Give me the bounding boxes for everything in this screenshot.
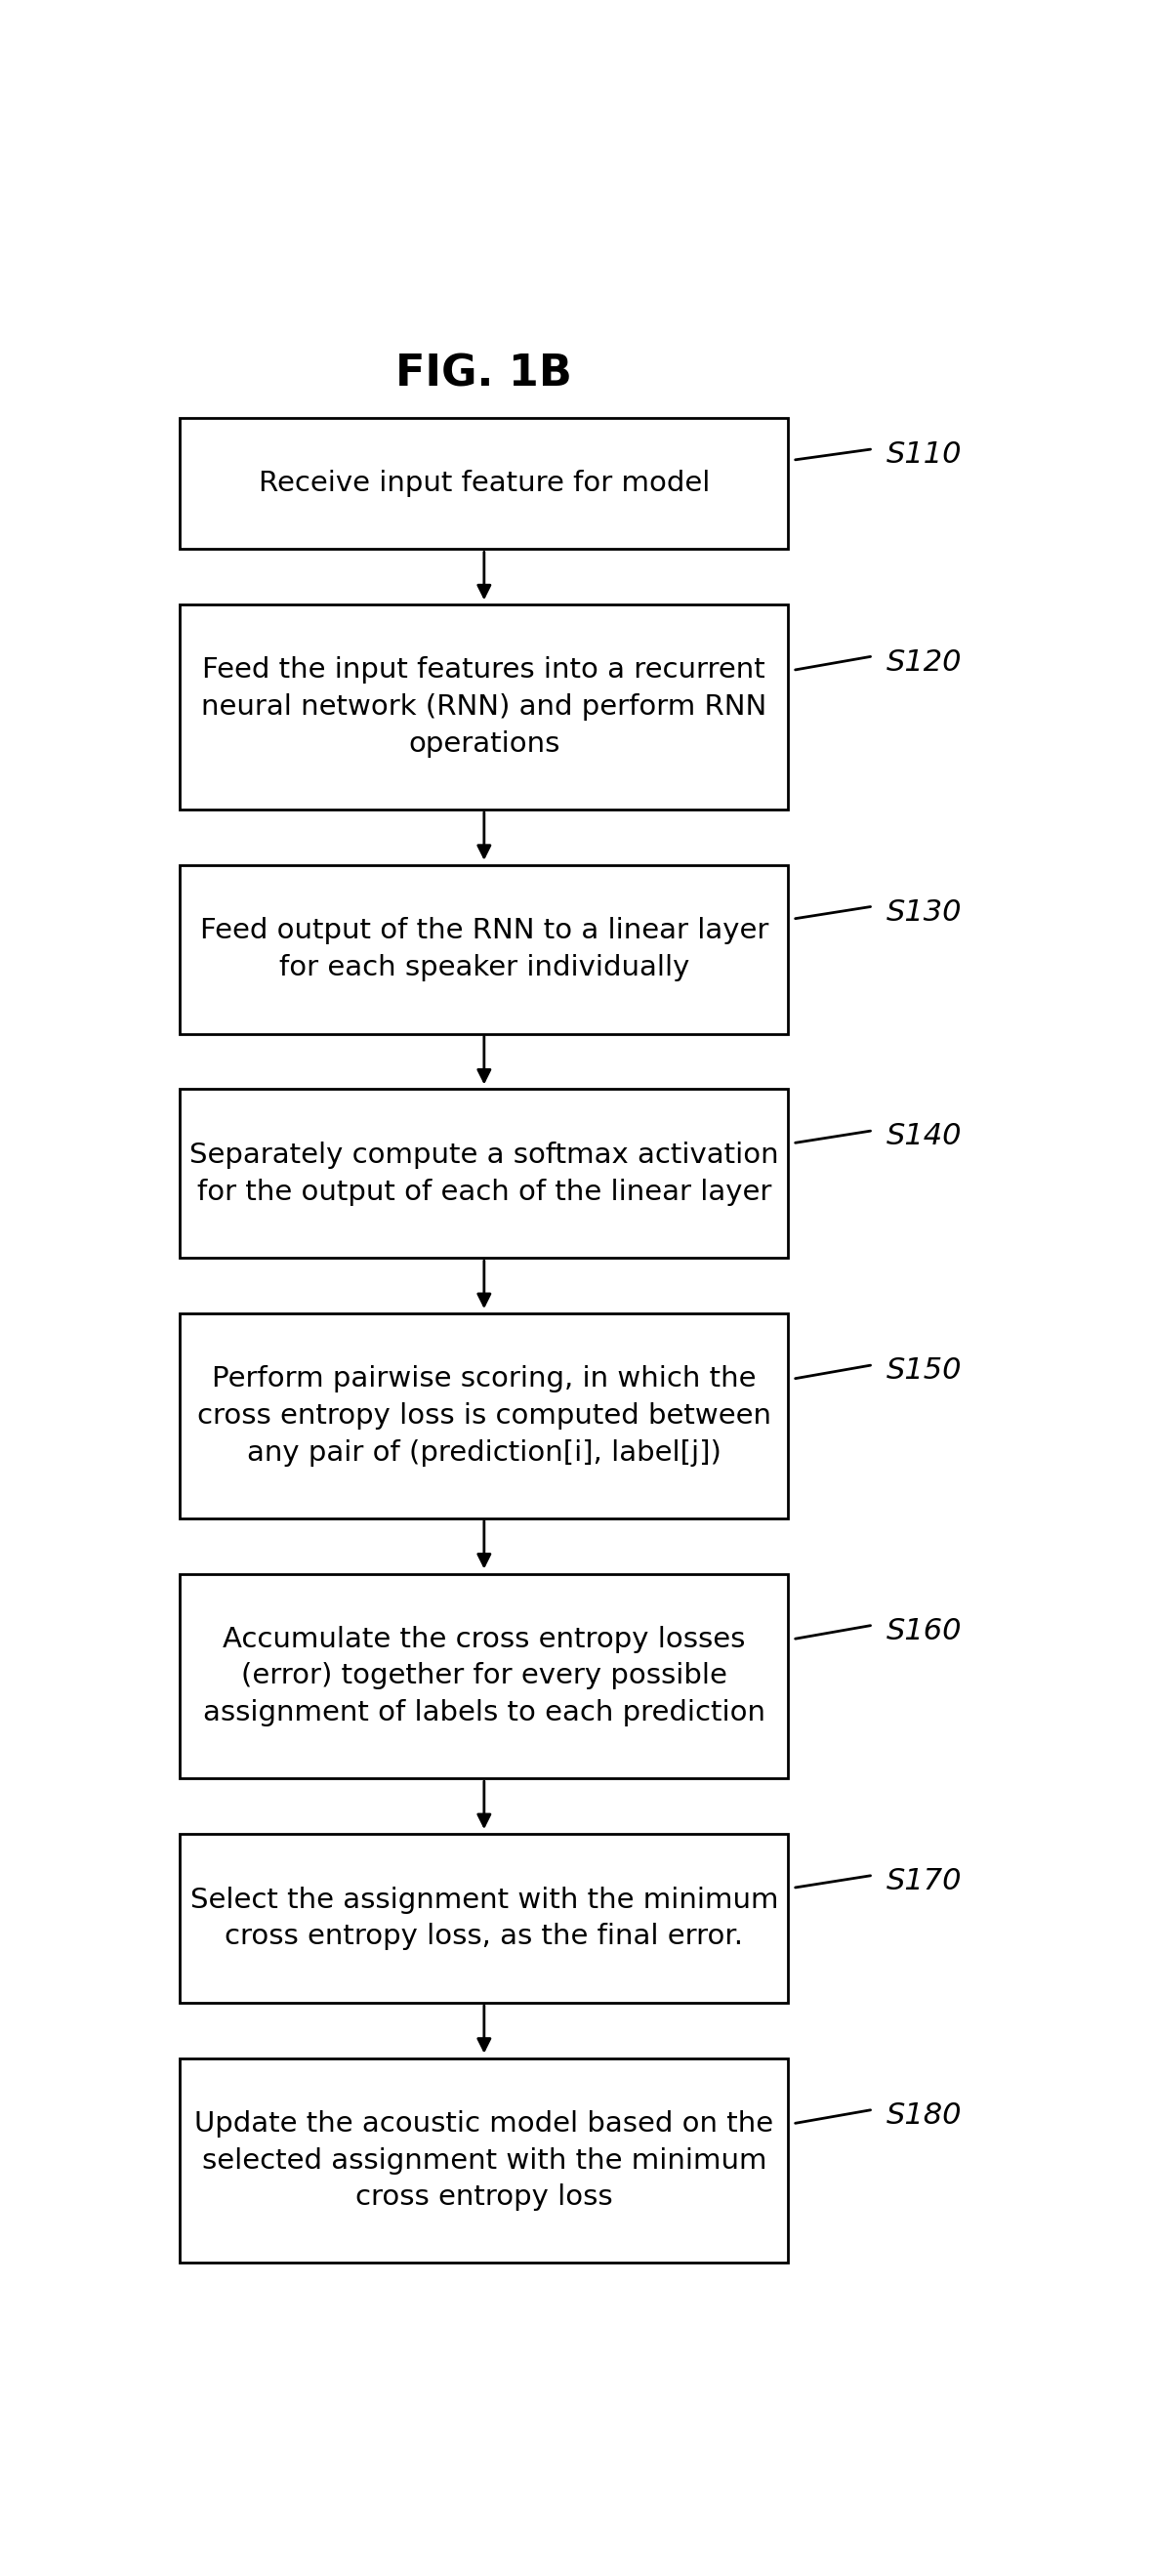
Text: Perform pairwise scoring, in which the
cross entropy loss is computed between
an: Perform pairwise scoring, in which the c… xyxy=(197,1365,771,1466)
FancyBboxPatch shape xyxy=(180,417,788,549)
FancyBboxPatch shape xyxy=(180,866,788,1033)
Text: S180: S180 xyxy=(886,2102,962,2130)
Text: S110: S110 xyxy=(886,440,962,469)
Text: S140: S140 xyxy=(886,1123,962,1151)
Text: Accumulate the cross entropy losses
(error) together for every possible
assignme: Accumulate the cross entropy losses (err… xyxy=(203,1625,765,1726)
Text: Feed the input features into a recurrent
neural network (RNN) and perform RNN
op: Feed the input features into a recurrent… xyxy=(201,657,767,757)
Text: S160: S160 xyxy=(886,1618,962,1646)
FancyBboxPatch shape xyxy=(180,1314,788,1517)
Text: S170: S170 xyxy=(886,1868,962,1896)
FancyBboxPatch shape xyxy=(180,2058,788,2262)
Text: Separately compute a softmax activation
for the output of each of the linear lay: Separately compute a softmax activation … xyxy=(189,1141,779,1206)
Text: S120: S120 xyxy=(886,649,962,677)
Text: Receive input feature for model: Receive input feature for model xyxy=(258,469,710,497)
Text: FIG. 1B: FIG. 1B xyxy=(396,353,572,394)
FancyBboxPatch shape xyxy=(180,605,788,809)
FancyBboxPatch shape xyxy=(180,1090,788,1257)
Text: S130: S130 xyxy=(886,899,962,927)
Text: Feed output of the RNN to a linear layer
for each speaker individually: Feed output of the RNN to a linear layer… xyxy=(200,917,769,981)
Text: S150: S150 xyxy=(886,1358,962,1386)
Text: Select the assignment with the minimum
cross entropy loss, as the final error.: Select the assignment with the minimum c… xyxy=(190,1886,778,1950)
FancyBboxPatch shape xyxy=(180,1834,788,2002)
Text: Update the acoustic model based on the
selected assignment with the minimum
cros: Update the acoustic model based on the s… xyxy=(195,2110,773,2210)
FancyBboxPatch shape xyxy=(180,1574,788,1777)
